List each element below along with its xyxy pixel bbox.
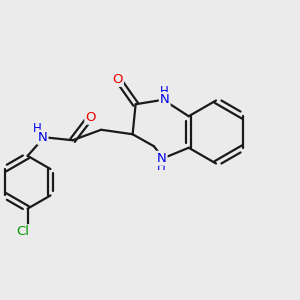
Text: H: H [157,160,166,173]
Text: N: N [157,152,166,165]
Text: Cl: Cl [16,225,30,238]
Text: O: O [85,111,96,124]
Text: N: N [160,93,169,106]
Text: H: H [160,85,169,98]
Text: O: O [112,73,123,86]
Text: N: N [38,131,47,144]
Text: H: H [33,122,42,135]
